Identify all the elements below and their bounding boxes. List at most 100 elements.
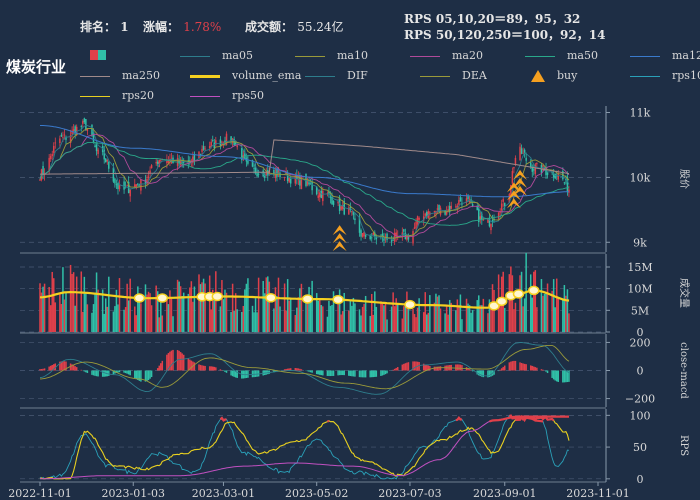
- candle: [436, 208, 439, 210]
- volume-bar: [340, 314, 342, 332]
- macd-bar: [329, 370, 332, 377]
- macd-bar: [234, 370, 237, 378]
- volume-bar: [221, 280, 223, 332]
- candle: [215, 140, 217, 145]
- volume-bar: [254, 298, 257, 332]
- volume-bar: [86, 304, 89, 332]
- turnover-label: 成交额：: [245, 20, 294, 34]
- candle: [241, 147, 243, 161]
- macd-bar: [531, 365, 534, 371]
- macd-bar: [424, 364, 426, 371]
- macd-bar: [320, 370, 323, 376]
- candle: [340, 206, 342, 210]
- macd-bar: [236, 370, 238, 378]
- candle: [83, 118, 86, 123]
- candle: [552, 173, 555, 178]
- macd-bar: [429, 365, 431, 371]
- candle: [300, 176, 303, 190]
- volume-bar: [233, 310, 235, 332]
- volume-bar: [308, 286, 310, 332]
- macd-bar: [393, 368, 396, 371]
- candle: [331, 196, 333, 205]
- volume-signal-marker: [332, 294, 344, 305]
- candle: [381, 233, 384, 237]
- macd-bar: [300, 369, 303, 371]
- volume-signal-marker: [211, 291, 224, 302]
- macd-bar: [557, 370, 560, 382]
- macd-bar: [349, 370, 352, 377]
- macd-bar: [481, 370, 483, 377]
- legend-label: volume_ema: [232, 69, 302, 82]
- volume-bar: [568, 313, 570, 332]
- volume-bar: [341, 311, 344, 332]
- volume-bar: [445, 306, 448, 332]
- macd-bar: [181, 353, 183, 371]
- candle: [190, 160, 193, 162]
- candle-legend-up: [90, 50, 98, 60]
- volume-bar: [555, 278, 558, 332]
- volume-bar: [381, 303, 384, 332]
- volume-bar: [224, 289, 226, 332]
- buy-arrow-chevron: [513, 169, 528, 180]
- macd-bar: [95, 370, 98, 377]
- macd-bar: [126, 370, 128, 374]
- macd-bar: [146, 370, 148, 382]
- volume-bar: [406, 291, 408, 332]
- candle: [337, 201, 339, 204]
- macd-bar: [53, 364, 55, 371]
- x-tick-label: 2023-07-03: [378, 487, 441, 500]
- volume-bar: [212, 289, 214, 332]
- candle: [212, 140, 214, 141]
- volume-bar: [225, 292, 228, 332]
- volume-signal-marker: [133, 293, 146, 303]
- volume-bar: [415, 317, 417, 332]
- volume-bar: [542, 295, 544, 332]
- candle: [42, 166, 44, 175]
- volume-bar: [523, 298, 526, 332]
- volume-bar: [297, 297, 300, 332]
- macd-bar: [256, 370, 258, 377]
- macd-bar: [500, 368, 503, 371]
- macd-bar: [308, 370, 310, 372]
- ma05-line: [39, 124, 570, 241]
- candle: [364, 234, 367, 237]
- volume-bar: [140, 303, 142, 332]
- ma120-line: [40, 125, 569, 198]
- volume-bar: [448, 299, 451, 332]
- macd-bar: [343, 370, 345, 376]
- macd-bar: [123, 370, 125, 373]
- legend-label: rps10: [672, 69, 700, 82]
- macd-bar: [219, 369, 222, 371]
- volume-bar: [309, 298, 312, 332]
- candle: [181, 161, 183, 163]
- volume-bar: [91, 312, 93, 332]
- volume-bar: [543, 293, 546, 332]
- y-axis-label: 成交量: [678, 278, 691, 308]
- macd-bar: [523, 363, 526, 371]
- volume-bar: [540, 279, 543, 332]
- volume-bar: [369, 315, 371, 332]
- macd-bar: [331, 370, 333, 377]
- candle: [519, 146, 521, 161]
- candle: [487, 218, 489, 223]
- volume-bar: [190, 281, 193, 332]
- volume-bar: [39, 283, 41, 332]
- macd-bar: [225, 370, 228, 373]
- volume-bar: [390, 306, 393, 332]
- candle: [146, 178, 148, 185]
- macd-bar: [306, 370, 309, 372]
- volume-bar: [69, 264, 72, 332]
- macd-bar: [413, 361, 416, 371]
- macd-bar: [213, 366, 216, 371]
- volume-bar: [503, 307, 506, 332]
- macd-bar: [85, 370, 87, 373]
- macd-bar: [418, 362, 420, 371]
- macd-bar: [294, 368, 297, 371]
- volume-bar: [311, 280, 313, 332]
- macd-bar: [552, 370, 555, 380]
- macd-bar: [118, 370, 121, 373]
- macd-bar: [86, 370, 89, 373]
- volume-bar: [138, 301, 141, 332]
- candle: [234, 142, 237, 145]
